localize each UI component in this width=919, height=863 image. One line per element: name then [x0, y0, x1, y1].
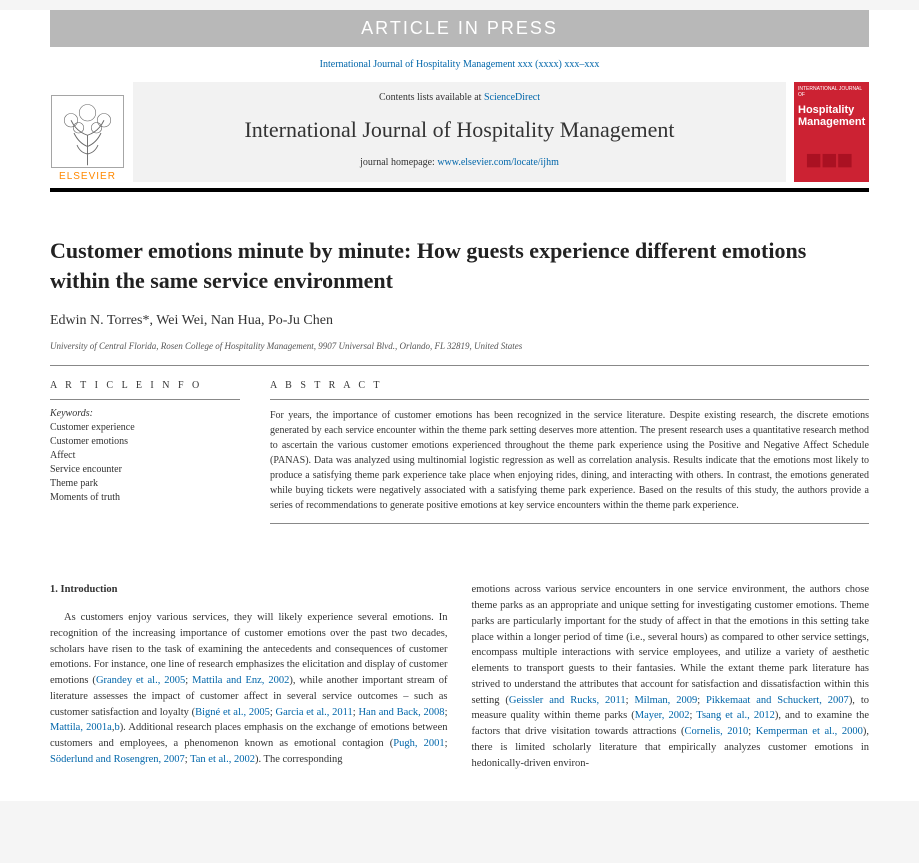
- cite-garcia[interactable]: Garcia et al., 2011: [276, 707, 353, 718]
- two-column-body: 1. Introduction As customers enjoy vario…: [50, 582, 869, 771]
- homepage-line: journal homepage: www.elsevier.com/locat…: [133, 157, 786, 168]
- sciencedirect-link[interactable]: ScienceDirect: [484, 92, 540, 103]
- cite-pikkemaat[interactable]: Pikkemaat and Schuckert, 2007: [706, 695, 849, 706]
- authors: Edwin N. Torres*, Wei Wei, Nan Hua, Po-J…: [50, 313, 869, 329]
- info-rule: [50, 399, 240, 400]
- journal-header: ELSEVIER Contents lists available at Sci…: [50, 82, 869, 182]
- keyword-item: Moments of truth: [50, 491, 240, 505]
- cover-puzzle-icon: [798, 145, 865, 179]
- homepage-link[interactable]: www.elsevier.com/locate/ijhm: [437, 157, 559, 168]
- contents-prefix: Contents lists available at: [379, 92, 484, 103]
- keywords-list: Customer experienceCustomer emotionsAffe…: [50, 421, 240, 505]
- article-body: Customer emotions minute by minute: How …: [0, 192, 919, 801]
- abstract-bottom-rule: [270, 523, 869, 524]
- cite-han-back[interactable]: Han and Back, 2008: [358, 707, 444, 718]
- article-info-heading: A R T I C L E I N F O: [50, 380, 240, 391]
- cite-tan[interactable]: Tan et al., 2002: [190, 754, 255, 765]
- journal-name: International Journal of Hospitality Man…: [133, 117, 786, 143]
- cite-tsang[interactable]: Tsang et al., 2012: [696, 710, 775, 721]
- right-column: emotions across various service encounte…: [472, 582, 870, 771]
- elsevier-label: ELSEVIER: [50, 171, 125, 182]
- cover-top-text: INTERNATIONAL JOURNAL OF: [798, 86, 865, 98]
- elsevier-logo: ELSEVIER: [50, 82, 125, 182]
- cite-cornelis[interactable]: Cornelis, 2010: [684, 726, 748, 737]
- keyword-item: Affect: [50, 449, 240, 463]
- affiliation: University of Central Florida, Rosen Col…: [50, 341, 869, 351]
- citation-line: International Journal of Hospitality Man…: [0, 47, 919, 82]
- cite-mattila-enz[interactable]: Mattila and Enz, 2002: [192, 675, 289, 686]
- cite-geissler[interactable]: Geissler and Rucks, 2011: [509, 695, 626, 706]
- abstract-heading: A B S T R A C T: [270, 380, 869, 391]
- section-1-heading: 1. Introduction: [50, 582, 448, 598]
- cite-milman[interactable]: Milman, 2009: [634, 695, 697, 706]
- keyword-item: Customer emotions: [50, 435, 240, 449]
- cite-kemperman[interactable]: Kemperman et al., 2000: [756, 726, 863, 737]
- cite-pugh[interactable]: Pugh, 2001: [393, 738, 444, 749]
- cite-mattila-2001a[interactable]: Mattila, 2001a: [50, 722, 112, 733]
- article-info-column: A R T I C L E I N F O Keywords: Customer…: [50, 380, 240, 532]
- info-abstract-row: A R T I C L E I N F O Keywords: Customer…: [50, 380, 869, 532]
- cite-bigne[interactable]: Bigné et al., 2005: [195, 707, 270, 718]
- cite-grandey[interactable]: Grandey et al., 2005: [96, 675, 185, 686]
- keyword-item: Service encounter: [50, 463, 240, 477]
- page: ARTICLE IN PRESS International Journal o…: [0, 10, 919, 801]
- header-center: Contents lists available at ScienceDirec…: [133, 82, 786, 182]
- keyword-item: Customer experience: [50, 421, 240, 435]
- cite-mayer[interactable]: Mayer, 2002: [635, 710, 690, 721]
- cover-title: Hospitality Management: [798, 104, 865, 128]
- intro-paragraph-right: emotions across various service encounte…: [472, 582, 870, 771]
- abstract-column: A B S T R A C T For years, the importanc…: [270, 380, 869, 532]
- keyword-item: Theme park: [50, 477, 240, 491]
- cite-soderlund[interactable]: Söderlund and Rosengren, 2007: [50, 754, 185, 765]
- keywords-label: Keywords:: [50, 408, 240, 419]
- abstract-rule: [270, 399, 869, 400]
- rule-above-info: [50, 365, 869, 366]
- abstract-text: For years, the importance of customer em…: [270, 408, 869, 513]
- elsevier-tree-icon: [50, 94, 125, 169]
- article-in-press-banner: ARTICLE IN PRESS: [50, 10, 869, 47]
- homepage-prefix: journal homepage:: [360, 157, 437, 168]
- journal-cover: INTERNATIONAL JOURNAL OF Hospitality Man…: [794, 82, 869, 182]
- intro-paragraph-left: As customers enjoy various services, the…: [50, 610, 448, 768]
- contents-available-line: Contents lists available at ScienceDirec…: [133, 92, 786, 103]
- article-title: Customer emotions minute by minute: How …: [50, 236, 869, 295]
- left-column: 1. Introduction As customers enjoy vario…: [50, 582, 448, 771]
